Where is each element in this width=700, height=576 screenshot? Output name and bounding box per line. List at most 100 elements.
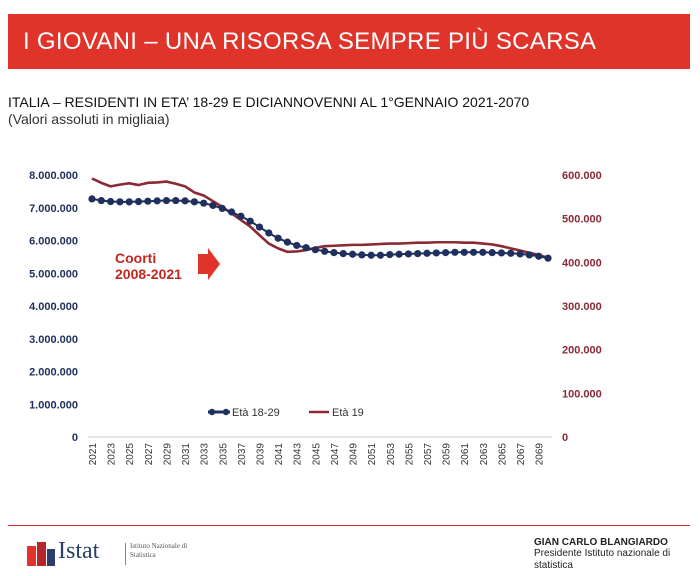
data-point-eta-18-29 bbox=[125, 198, 133, 206]
istat-logo: Istat Istituto Nazionale di Statistica bbox=[26, 538, 206, 570]
data-point-eta-18-29 bbox=[516, 250, 524, 258]
x-tick-label: 2061 bbox=[460, 443, 471, 466]
x-tick-label: 2029 bbox=[162, 443, 173, 466]
x-tick-label: 2067 bbox=[516, 443, 527, 466]
data-point-eta-18-29 bbox=[134, 197, 143, 206]
data-point-eta-18-29 bbox=[255, 223, 264, 231]
annotation-arrow-icon bbox=[198, 248, 220, 280]
data-point-eta-18-29 bbox=[358, 251, 366, 259]
data-point-eta-18-29 bbox=[414, 250, 422, 258]
series-line-eta-18-29 bbox=[91, 197, 549, 260]
x-tick-label: 2045 bbox=[311, 443, 322, 466]
legend-dot-eta-18-29 bbox=[208, 408, 216, 416]
data-point-eta-18-29 bbox=[488, 249, 496, 257]
istat-logo-icon bbox=[27, 542, 55, 566]
data-point-eta-18-29 bbox=[423, 249, 431, 257]
left-tick-label: 6.000.000 bbox=[29, 236, 78, 248]
data-point-eta-18-29 bbox=[330, 249, 338, 257]
annotation-line-1: Coorti bbox=[115, 250, 156, 266]
series-eta-19 bbox=[91, 177, 549, 260]
data-point-eta-18-29 bbox=[469, 248, 478, 256]
x-tick-label: 2033 bbox=[200, 443, 211, 466]
x-tick-label: 2051 bbox=[367, 443, 378, 466]
data-point-eta-18-29 bbox=[302, 244, 310, 252]
x-tick-label: 2053 bbox=[386, 443, 397, 466]
data-point-eta-18-29 bbox=[227, 208, 236, 216]
left-tick-label: 0 bbox=[72, 432, 78, 444]
legend-label-eta-18-29: Età 18-29 bbox=[232, 407, 280, 419]
data-point-eta-18-29 bbox=[116, 198, 124, 206]
right-tick-label: 200.000 bbox=[562, 345, 602, 357]
data-point-eta-18-29 bbox=[88, 195, 96, 203]
right-axis-ticks: 0 100.000 200.000 300.000 400.000 500.000 600.… bbox=[562, 170, 602, 444]
series-line-eta-19 bbox=[91, 177, 549, 260]
left-tick-label: 3.000.000 bbox=[29, 334, 78, 346]
x-tick-label: 2069 bbox=[535, 443, 546, 466]
left-tick-label: 8.000.000 bbox=[29, 170, 78, 182]
data-point-eta-18-29 bbox=[321, 247, 329, 255]
left-tick-label: 4.000.000 bbox=[29, 301, 78, 313]
data-point-eta-18-29 bbox=[507, 249, 515, 257]
data-point-eta-18-29 bbox=[404, 250, 413, 258]
x-tick-label: 2043 bbox=[293, 443, 304, 466]
x-tick-label: 2025 bbox=[125, 443, 136, 466]
logo-subtext: Istituto Nazionale di Statistica bbox=[130, 542, 188, 559]
legend-dot-eta-18-29-b bbox=[222, 408, 230, 416]
logo-wordmark: Istat bbox=[58, 538, 100, 564]
data-point-eta-18-29 bbox=[274, 234, 282, 242]
legend-label-eta-19: Età 19 bbox=[332, 407, 364, 419]
header-banner: I GIOVANI – UNA RISORSA SEMPRE PIÙ SCARS… bbox=[8, 14, 690, 69]
data-point-eta-18-29 bbox=[265, 229, 273, 237]
x-tick-label: 2065 bbox=[497, 443, 508, 466]
left-axis-ticks: 0 1.000.000 2.000.000 3.000.000 4.000.000 5.0… bbox=[29, 170, 78, 444]
series-eta-18-29 bbox=[88, 195, 552, 262]
x-tick-label: 2063 bbox=[479, 443, 490, 466]
data-point-eta-18-29 bbox=[190, 198, 198, 206]
x-tick-label: 2055 bbox=[404, 443, 415, 466]
right-tick-label: 400.000 bbox=[562, 257, 602, 269]
author-name: GIAN CARLO BLANGIARDO bbox=[534, 537, 668, 548]
x-tick-label: 2039 bbox=[256, 443, 267, 466]
x-tick-label: 2027 bbox=[144, 443, 155, 466]
x-tick-label: 2037 bbox=[237, 443, 248, 466]
page-title: I GIOVANI – UNA RISORSA SEMPRE PIÙ SCARS… bbox=[23, 27, 597, 55]
data-point-eta-18-29 bbox=[339, 250, 347, 258]
data-point-eta-18-29 bbox=[525, 251, 533, 259]
logo-separator bbox=[125, 543, 126, 565]
x-tick-label: 2035 bbox=[218, 443, 229, 466]
data-point-eta-18-29 bbox=[497, 249, 506, 257]
x-tick-label: 2047 bbox=[330, 443, 341, 466]
data-point-eta-18-29 bbox=[367, 251, 375, 259]
chart-subtitle: (Valori assoluti in migliaia) bbox=[8, 111, 170, 127]
x-axis-ticks: 2021 2023 2025 2027 2029 2031 2033 2035 2037 2039… bbox=[88, 443, 546, 466]
cohort-annotation: Coorti 2008-2021 bbox=[115, 248, 220, 282]
data-point-eta-18-29 bbox=[293, 241, 301, 250]
data-point-eta-18-29 bbox=[181, 197, 189, 205]
chart-title: ITALIA – RESIDENTI IN ETA’ 18-29 E DICIA… bbox=[8, 94, 530, 110]
data-point-eta-18-29 bbox=[162, 196, 171, 205]
data-point-eta-18-29 bbox=[153, 197, 161, 205]
x-tick-label: 2059 bbox=[442, 443, 453, 466]
left-tick-label: 1.000.000 bbox=[29, 399, 78, 411]
line-chart: 0 1.000.000 2.000.000 3.000.000 4.000.000 5.0… bbox=[29, 170, 602, 466]
left-tick-label: 5.000.000 bbox=[29, 268, 78, 280]
x-tick-label: 2023 bbox=[107, 443, 118, 466]
data-point-eta-18-29 bbox=[460, 248, 468, 256]
data-point-eta-18-29 bbox=[107, 197, 115, 206]
x-tick-label: 2049 bbox=[349, 443, 360, 466]
data-point-eta-18-29 bbox=[237, 212, 245, 220]
data-point-eta-18-29 bbox=[311, 246, 319, 254]
right-tick-label: 600.000 bbox=[562, 170, 602, 182]
author-role: Presidente Istituto nazionale di statist… bbox=[534, 548, 671, 571]
data-point-eta-18-29 bbox=[442, 249, 450, 257]
data-point-eta-18-29 bbox=[535, 252, 543, 260]
right-tick-label: 0 bbox=[562, 432, 568, 444]
data-point-eta-18-29 bbox=[432, 249, 440, 257]
right-tick-label: 500.000 bbox=[562, 214, 602, 226]
footer-divider bbox=[8, 525, 690, 526]
data-point-eta-18-29 bbox=[376, 251, 385, 259]
data-point-eta-18-29 bbox=[200, 199, 208, 207]
data-point-eta-18-29 bbox=[172, 196, 180, 205]
data-point-eta-18-29 bbox=[97, 196, 105, 205]
data-point-eta-18-29 bbox=[348, 250, 357, 258]
